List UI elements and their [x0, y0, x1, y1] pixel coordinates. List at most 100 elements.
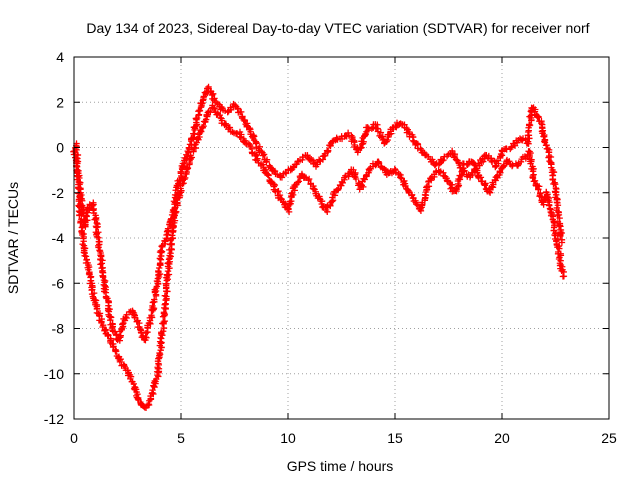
- data-point: [79, 240, 86, 248]
- data-point: [322, 206, 330, 214]
- data-point: [440, 156, 447, 164]
- y-tick-label: -10: [44, 366, 64, 382]
- data-point: [86, 270, 93, 277]
- x-tick-label: 10: [280, 430, 296, 446]
- data-point: [555, 222, 563, 230]
- data-point: [234, 105, 241, 112]
- data-point: [478, 177, 486, 185]
- data-point: [526, 113, 533, 120]
- data-point: [413, 201, 420, 208]
- data-point: [167, 250, 174, 257]
- data-point: [101, 282, 108, 289]
- data-point: [226, 124, 234, 131]
- data-point: [375, 159, 383, 167]
- data-point: [271, 181, 279, 189]
- data-point: [559, 273, 567, 280]
- chart-title: Day 134 of 2023, Sidereal Day-to-day VTE…: [86, 20, 589, 36]
- data-point: [94, 223, 101, 230]
- data-point: [159, 328, 167, 335]
- data-point: [173, 191, 180, 199]
- data-point: [335, 185, 342, 192]
- data-point: [142, 329, 150, 337]
- data-point: [157, 247, 165, 254]
- data-point: [391, 165, 398, 173]
- data-point: [155, 355, 162, 362]
- data-point: [129, 378, 136, 385]
- data-point: [535, 185, 542, 193]
- data-point: [323, 203, 331, 211]
- data-point: [304, 152, 311, 159]
- data-point: [174, 189, 182, 196]
- data-point: [556, 214, 563, 222]
- data-point: [151, 296, 158, 303]
- data-point: [508, 144, 515, 151]
- y-tick-label: 0: [56, 140, 64, 156]
- data-point: [93, 233, 101, 240]
- data-point: [305, 175, 313, 183]
- data-point: [152, 284, 160, 292]
- data-point: [160, 318, 167, 326]
- data-point: [148, 312, 155, 319]
- data-point: [556, 245, 563, 252]
- data-point: [131, 313, 138, 321]
- data-point: [524, 138, 532, 145]
- data-point: [203, 112, 210, 120]
- data-point: [558, 239, 566, 246]
- data-point: [238, 108, 245, 116]
- data-point: [540, 133, 547, 140]
- data-point: [225, 108, 232, 115]
- data-point: [265, 172, 272, 179]
- y-tick-label: -12: [44, 411, 64, 427]
- data-point: [481, 182, 489, 189]
- y-tick-label: 2: [56, 94, 64, 110]
- data-point: [551, 179, 558, 186]
- data-point: [165, 259, 172, 267]
- data-point: [472, 165, 480, 173]
- data-point: [457, 164, 464, 171]
- data-point: [531, 177, 539, 185]
- data-point: [74, 158, 82, 165]
- data-point: [546, 205, 554, 212]
- data-point: [550, 180, 557, 188]
- data-point: [177, 177, 184, 185]
- data-point: [164, 225, 172, 232]
- data-point: [150, 390, 157, 398]
- data-point: [408, 191, 416, 198]
- data-point: [76, 185, 83, 192]
- data-point: [417, 145, 424, 152]
- data-point: [358, 182, 365, 189]
- data-point: [155, 264, 163, 272]
- data-point: [99, 273, 107, 281]
- data-point: [358, 144, 365, 151]
- data-point: [526, 121, 533, 128]
- y-tick-label: -8: [52, 321, 65, 337]
- data-point: [288, 190, 295, 197]
- data-point: [155, 267, 162, 275]
- data-point: [237, 134, 244, 141]
- data-point: [316, 193, 323, 200]
- data-point: [263, 158, 270, 166]
- data-point: [101, 327, 109, 334]
- data-point: [356, 186, 363, 193]
- data-point: [161, 292, 169, 299]
- data-point: [160, 310, 168, 317]
- y-axis-label: SDTVAR / TECUs: [5, 182, 21, 294]
- x-tick-label: 5: [177, 430, 185, 446]
- data-point: [90, 206, 97, 214]
- data-point: [374, 128, 382, 135]
- data-point: [190, 130, 197, 137]
- data-point: [278, 174, 286, 181]
- data-point: [256, 143, 264, 150]
- x-axis-label: GPS time / hours: [287, 458, 394, 474]
- y-tick-label: -4: [52, 230, 65, 246]
- data-point: [161, 317, 169, 325]
- data-point: [259, 161, 267, 168]
- data-point: [421, 191, 429, 198]
- data-point: [90, 209, 98, 217]
- data-point: [93, 224, 100, 231]
- data-point: [557, 232, 564, 240]
- data-point: [294, 179, 302, 186]
- data-point: [188, 135, 196, 142]
